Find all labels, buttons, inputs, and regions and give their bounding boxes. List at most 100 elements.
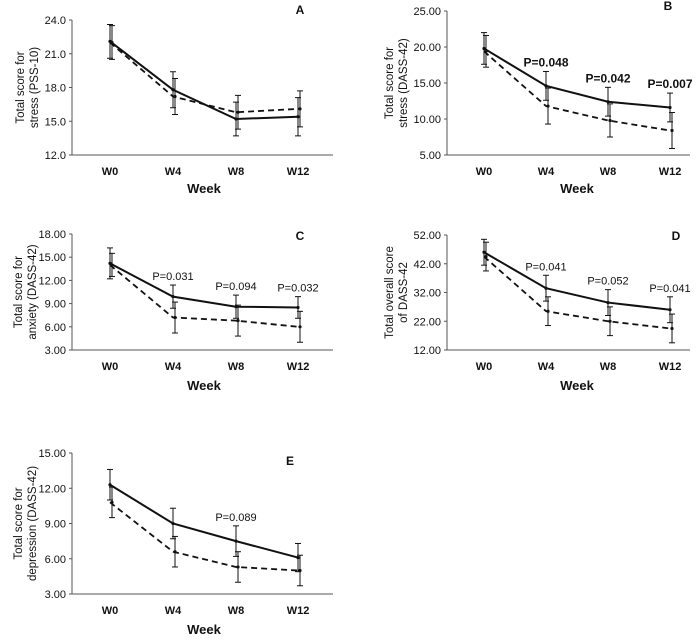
data-point [482, 46, 486, 51]
p-value-label: P=0.032 [277, 283, 318, 295]
data-point [173, 94, 177, 99]
series-line-dashed [109, 264, 299, 328]
data-point [171, 521, 175, 526]
x-tick-label: W0 [102, 361, 119, 373]
data-point [668, 105, 672, 110]
data-point [171, 295, 175, 299]
y-axis-title-line: depression (DASS-42) [27, 466, 39, 581]
x-tick-label: W12 [287, 361, 310, 373]
x-tick-label: W12 [287, 166, 310, 178]
chart-panel-e: 3.00 6.00 9.00 12.00 15.00 W0 W4 W8 W12 Week Total… [13, 448, 333, 637]
x-tick-label: W0 [102, 166, 119, 178]
y-tick-label: 15.00 [38, 252, 66, 264]
y-tick-label: 10.00 [413, 114, 441, 126]
y-axis-title: Total overall score of DASS-42 [384, 246, 410, 339]
x-tick-label: W12 [659, 361, 682, 373]
y-tick-label: 6.00 [45, 554, 66, 566]
y-tick-label: 18.0 [45, 83, 66, 95]
x-tick-label: W12 [287, 605, 310, 617]
series-line-dashed [109, 41, 299, 114]
data-point [236, 565, 240, 569]
x-tick-label: W0 [476, 361, 493, 373]
data-point [670, 128, 674, 133]
x-tick-label: W4 [538, 361, 555, 373]
y-axis-title-line: of DASS-42 [398, 262, 410, 323]
y-axis-title-line: Total score for [13, 487, 25, 559]
data-point [173, 315, 177, 320]
x-tick-label: W4 [165, 605, 182, 617]
x-axis-title: Week [187, 378, 221, 393]
p-value-label: P=0.052 [587, 276, 628, 288]
data-point [234, 117, 238, 121]
data-point [482, 250, 486, 254]
y-axis-title-line: anxiety (DASS-42) [27, 244, 39, 339]
chart-panel-c: 3.00 6.00 9.00 12.00 15.00 18.00 W0 W4 W8 W12 Week… [13, 229, 333, 393]
data-point [108, 483, 112, 487]
data-point [544, 286, 548, 290]
y-axis-title-line: stress (PSS-10) [29, 47, 41, 128]
p-value-label: P=0.042 [585, 71, 630, 85]
y-tick-label: 3.00 [45, 589, 66, 601]
y-tick-label: 12.0 [45, 150, 66, 162]
y-tick-label: 32.00 [413, 288, 441, 300]
chart-panel-b: 5.00 10.00 15.00 20.00 25.00 W0 W4 W8 W12 Week Tot… [384, 0, 693, 196]
y-tick-label: 52.00 [413, 230, 441, 242]
data-point [484, 254, 488, 259]
y-tick-label: 9.00 [45, 519, 66, 531]
data-point [173, 550, 177, 554]
data-point [608, 319, 612, 323]
data-point [484, 49, 488, 53]
x-tick-label: W8 [228, 166, 245, 178]
y-tick-label: 42.00 [413, 259, 441, 271]
y-tick-label: 9.00 [45, 299, 66, 311]
y-tick-label: 21.0 [45, 49, 66, 61]
data-point [296, 115, 300, 119]
data-point [298, 325, 302, 329]
data-point [606, 100, 610, 104]
p-value-label: P=0.007 [647, 77, 692, 91]
data-point [236, 319, 240, 323]
p-value-label: P=0.041 [525, 261, 566, 273]
data-point [234, 305, 238, 309]
panel-letter: B [664, 0, 673, 13]
y-tick-label: 3.00 [45, 345, 66, 357]
series-line-dashed [483, 50, 671, 132]
data-point [546, 309, 550, 313]
y-tick-label: 18.00 [38, 229, 66, 241]
y-axis-title-line: stress (DASS-42) [398, 38, 410, 128]
panel-letter: C [296, 229, 305, 243]
data-point [606, 300, 610, 305]
data-point [608, 118, 612, 123]
y-axis-title: Total score for stress (DASS-42) [384, 38, 410, 128]
x-axis-title: Week [560, 181, 594, 196]
data-point [296, 305, 300, 310]
p-value-label: P=0.094 [215, 281, 256, 293]
data-point [110, 40, 114, 45]
y-tick-label: 5.00 [420, 150, 441, 162]
series-line-solid [483, 251, 671, 311]
y-tick-label: 15.00 [413, 78, 441, 90]
data-point [110, 263, 114, 267]
series-line-solid [109, 483, 299, 559]
y-tick-label: 6.00 [45, 322, 66, 334]
p-value-label: P=0.089 [215, 512, 256, 524]
p-value-label: P=0.041 [649, 283, 690, 295]
y-tick-label: 12.00 [413, 345, 441, 357]
y-axis-title: Total score for anxiety (DASS-42) [13, 244, 39, 339]
data-point [110, 500, 114, 504]
data-point [296, 555, 300, 560]
y-axis-title-line: Total overall score [384, 246, 396, 339]
panel-letter: A [296, 3, 305, 17]
p-value-label: P=0.048 [523, 55, 568, 69]
series-line-solid [109, 262, 299, 309]
chart-panel-d: 12.00 22.00 32.00 42.00 52.00 W0 W4 W8 W12 Week To… [384, 229, 691, 393]
x-tick-label: W8 [600, 361, 617, 373]
x-tick-label: W4 [538, 166, 555, 178]
y-tick-label: 15.0 [45, 116, 66, 128]
y-axis-title-line: Total score for [384, 47, 396, 119]
y-axis-title: Total score for depression (DASS-42) [13, 466, 39, 581]
x-tick-label: W0 [102, 605, 119, 617]
data-point [544, 84, 548, 88]
x-tick-label: W12 [659, 166, 682, 178]
